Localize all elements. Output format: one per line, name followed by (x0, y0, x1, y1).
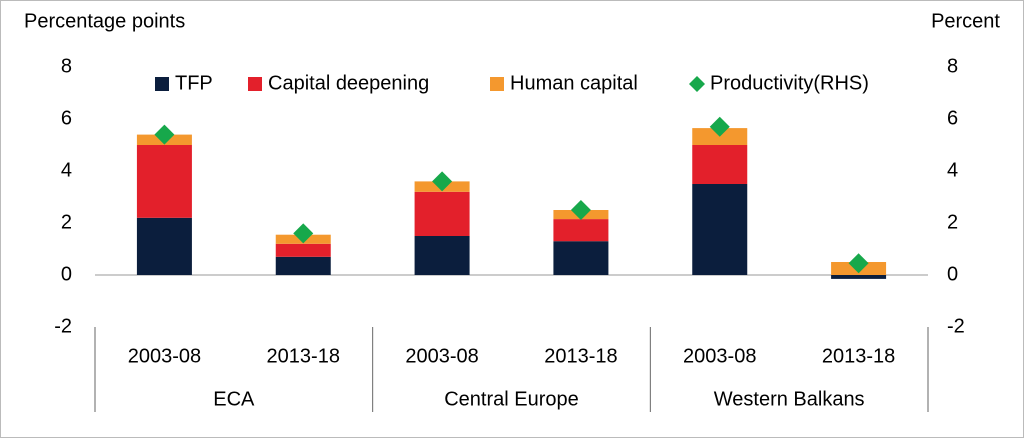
diamond-marker (709, 116, 730, 137)
bar-segment (275, 256, 331, 275)
diamond-marker (848, 253, 869, 274)
x-tick-label: 2003-08 (128, 345, 201, 367)
legend-swatch (248, 77, 262, 91)
group-label: Western Balkans (714, 388, 865, 410)
y2-tick-label: 8 (947, 55, 958, 77)
legend-label: Productivity(RHS) (710, 72, 869, 94)
diamond-marker (154, 124, 175, 145)
bar-segment (553, 219, 609, 242)
bar-segment (136, 145, 192, 218)
y2-tick-label: 2 (947, 211, 958, 233)
y-tick-label: 6 (61, 107, 72, 129)
x-tick-label: 2013-18 (822, 345, 895, 367)
y-tick-label: 4 (61, 159, 72, 181)
legend-swatch (155, 77, 169, 91)
y2-tick-label: 0 (947, 263, 958, 285)
x-tick-label: 2003-08 (405, 345, 478, 367)
bar-segment (414, 191, 470, 236)
diamond-marker (432, 171, 453, 192)
x-tick-label: 2003-08 (683, 345, 756, 367)
y2-axis-title: Percent (931, 10, 1000, 32)
group-label: ECA (213, 388, 255, 410)
bar-segment (831, 275, 887, 279)
y-axis-title: Percentage points (24, 10, 185, 32)
legend-label: Human capital (510, 72, 638, 94)
bar-segment (136, 217, 192, 275)
x-tick-label: 2013-18 (544, 345, 617, 367)
bar-segment (553, 241, 609, 275)
y2-tick-label: 4 (947, 159, 958, 181)
y-tick-label: -2 (54, 315, 72, 337)
legend-label: TFP (175, 72, 213, 94)
y-tick-label: 2 (61, 211, 72, 233)
group-label: Central Europe (444, 388, 579, 410)
bar-segment (275, 243, 331, 257)
y2-tick-label: 6 (947, 107, 958, 129)
bar-segment (414, 236, 470, 275)
y2-tick-label: -2 (947, 315, 965, 337)
legend-swatch (689, 76, 705, 92)
x-tick-label: 2013-18 (267, 345, 340, 367)
diamond-marker (293, 223, 314, 244)
bar-segment (692, 184, 748, 275)
legend-label: Capital deepening (268, 72, 429, 94)
diamond-marker (570, 200, 591, 220)
y-tick-label: 0 (61, 263, 72, 285)
bar-segment (692, 145, 748, 184)
legend-swatch (490, 77, 504, 91)
y-tick-label: 8 (61, 55, 72, 77)
